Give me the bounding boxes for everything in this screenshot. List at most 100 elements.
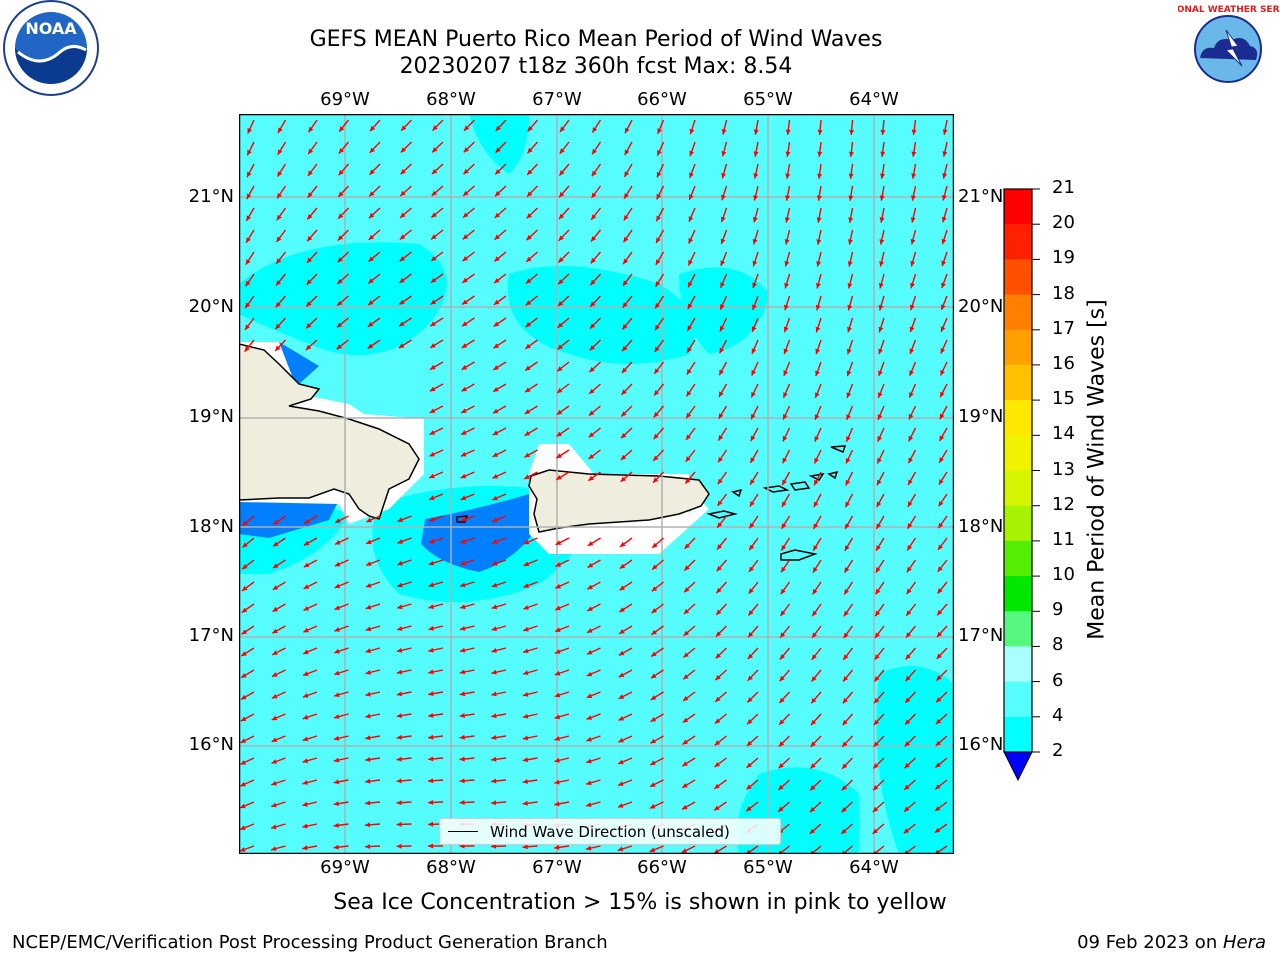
- small-islands: [456, 445, 847, 561]
- wind-wave-arrowhead: [845, 523, 850, 529]
- colorbar-tick-label: 17: [1052, 317, 1075, 339]
- wind-wave-arrowhead: [848, 239, 853, 245]
- wind-wave-arrowhead: [432, 147, 438, 153]
- wind-wave-arrowhead: [618, 694, 625, 699]
- wind-wave-arrowhead: [461, 364, 468, 370]
- wind-wave-arrowhead: [586, 802, 592, 807]
- wind-wave-arrowhead: [461, 430, 467, 435]
- wind-wave-arrowhead: [306, 301, 312, 307]
- wind-wave-arrowhead: [875, 588, 881, 595]
- wind-wave-arrowhead: [585, 845, 592, 851]
- wind-wave-arrowhead: [303, 671, 309, 676]
- wind-wave-arrowhead: [271, 715, 278, 721]
- wind-wave-arrowhead: [752, 282, 757, 289]
- wind-wave-arrowhead: [682, 783, 688, 788]
- wind-wave-arrowhead: [554, 801, 560, 807]
- wind-wave-arrowhead: [554, 757, 560, 763]
- wind-wave-arrowhead: [650, 673, 657, 679]
- wind-wave-arrowhead: [275, 323, 281, 330]
- wind-wave-arrowhead: [721, 194, 726, 201]
- wind-wave-arrowhead: [942, 195, 947, 201]
- wind-wave-arrowhead: [843, 654, 849, 660]
- wind-wave-arrowhead: [429, 473, 435, 479]
- wind-wave-arrowhead: [338, 148, 344, 154]
- wind-wave-arrowhead: [654, 324, 660, 331]
- wind-wave-arrowhead: [307, 214, 313, 220]
- wind-wave-arrowhead: [814, 479, 819, 486]
- wind-wave-arrowhead: [307, 235, 313, 242]
- wind-wave-arrowhead: [432, 125, 438, 131]
- wind-wave-arrowhead: [841, 828, 847, 834]
- wind-wave-arrowhead: [272, 606, 279, 612]
- wind-wave-arrowhead: [875, 567, 881, 573]
- wind-wave-arrowhead: [783, 414, 788, 420]
- wind-wave-arrowhead: [749, 501, 755, 507]
- wind-wave-arrowhead: [785, 151, 791, 157]
- wind-wave-arrowhead: [816, 239, 822, 245]
- wind-wave-arrowhead: [649, 847, 656, 853]
- wind-wave-arrowhead: [938, 479, 944, 485]
- wind-wave-arrowhead: [524, 474, 530, 479]
- wind-wave-arrowhead: [428, 800, 434, 805]
- wind-wave-arrowhead: [307, 192, 313, 198]
- wind-wave-arrowhead: [366, 539, 372, 545]
- wind-wave-arrowhead: [308, 148, 314, 155]
- wind-wave-arrowhead: [715, 674, 721, 681]
- wind-wave-arrowhead: [780, 588, 786, 595]
- wind-wave-arrowhead: [817, 129, 823, 135]
- wind-wave-arrowhead: [400, 147, 407, 153]
- wind-wave-arrowhead: [816, 217, 822, 223]
- wind-wave-arrowhead: [842, 741, 848, 747]
- wind-wave-arrowhead: [748, 588, 754, 594]
- wind-wave-arrowhead: [587, 584, 593, 590]
- wind-wave-arrowhead: [685, 478, 691, 484]
- wind-wave-arrowhead: [491, 582, 498, 588]
- wind-wave-arrowhead: [240, 803, 246, 809]
- wind-wave-arrowhead: [271, 824, 277, 830]
- wind-wave-arrowhead: [591, 214, 597, 220]
- wind-wave-arrowhead: [339, 126, 345, 132]
- wind-wave-arrowhead: [591, 170, 597, 177]
- wind-wave-arrowhead: [904, 806, 910, 812]
- wind-wave-arrowhead: [333, 801, 339, 806]
- wind-wave-arrowhead: [526, 256, 532, 262]
- wind-wave-arrowhead: [779, 654, 785, 660]
- wind-wave-arrowhead: [907, 501, 913, 507]
- wind-wave-arrowhead: [683, 608, 690, 614]
- wind-wave-arrowhead: [430, 299, 437, 305]
- wind-wave-arrowhead: [591, 236, 597, 242]
- wind-wave-arrowhead: [524, 452, 530, 458]
- wind-wave-arrowhead: [240, 825, 246, 830]
- wind-wave-arrowhead: [246, 215, 252, 221]
- wind-wave-arrowhead: [817, 173, 823, 179]
- wind-wave-arrowhead: [399, 234, 406, 240]
- hispaniola-landmass: [239, 343, 420, 520]
- wind-wave-arrowhead: [618, 759, 624, 765]
- wind-wave-arrowhead: [460, 451, 467, 457]
- puerto-rico-landmass: [528, 469, 710, 533]
- map-frame: [239, 114, 954, 854]
- wind-wave-arrowhead: [717, 522, 723, 528]
- wind-wave-arrowhead: [656, 237, 661, 243]
- wind-wave-arrowhead: [560, 126, 565, 132]
- wind-wave-arrowhead: [590, 279, 596, 286]
- wind-wave-arrowhead: [557, 300, 564, 307]
- wind-wave-arrowhead: [396, 691, 403, 697]
- wind-wave-arrowhead: [522, 735, 529, 741]
- wind-wave-arrowhead: [587, 562, 594, 568]
- wind-wave-arrowhead: [844, 588, 849, 595]
- wind-wave-arrowhead: [878, 370, 883, 376]
- colorbar-bin: [1004, 576, 1032, 612]
- lon-label-top: 66°W: [637, 89, 687, 110]
- wind-wave-arrowhead: [491, 843, 497, 849]
- wind-wave-arrowhead: [682, 739, 689, 745]
- wind-wave-arrowhead: [338, 213, 344, 219]
- wind-wave-arrowhead: [459, 647, 466, 653]
- wind-wave-arrowhead: [396, 713, 402, 719]
- colorbar-bin: [1004, 259, 1032, 296]
- wind-wave-arrowhead: [303, 649, 309, 655]
- wind-wave-arrowhead: [556, 409, 563, 415]
- wind-wave-arrowhead: [493, 343, 499, 349]
- wind-wave-arrowhead: [942, 129, 948, 135]
- wind-wave-arrowhead: [428, 625, 434, 631]
